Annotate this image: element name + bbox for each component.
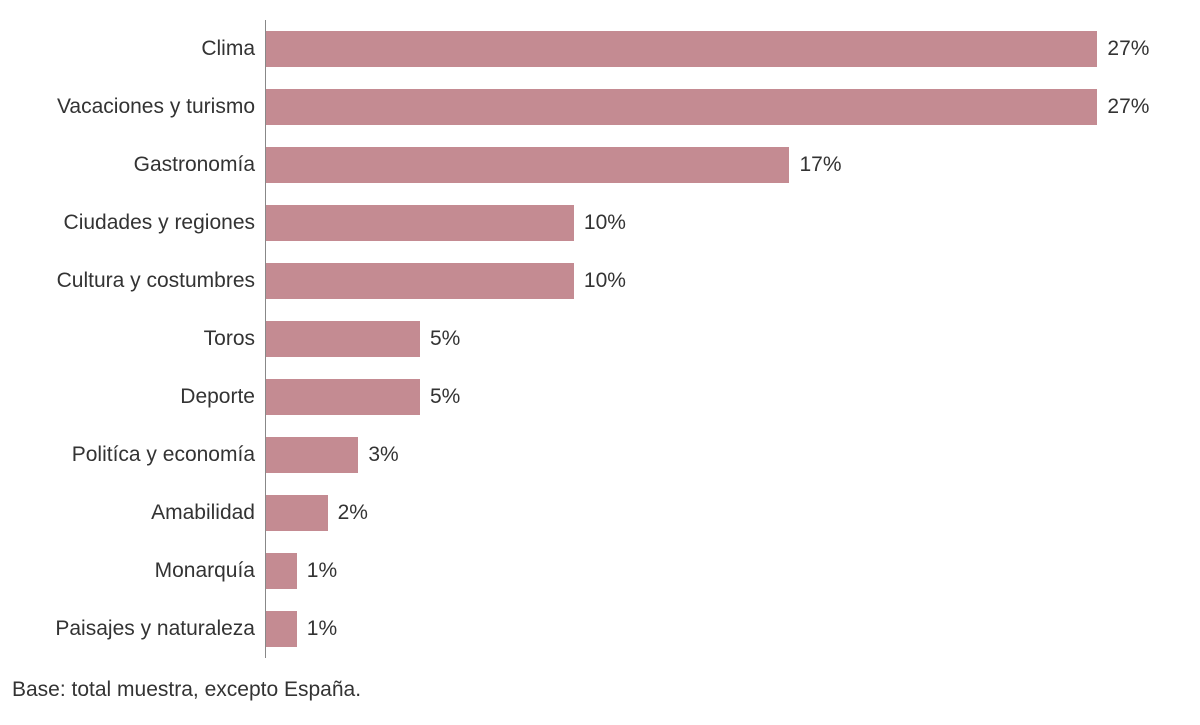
chart-container: Clima 27% Vacaciones y turismo 27% Gastr…: [0, 0, 1200, 725]
bar-cell: 10%: [265, 194, 1160, 252]
category-label: Politíca y economía: [0, 443, 265, 467]
bar-row: Ciudades y regiones 10%: [0, 194, 1160, 252]
value-label: 1%: [307, 617, 337, 641]
category-label: Toros: [0, 327, 265, 351]
bar: [266, 321, 420, 357]
bar-cell: 10%: [265, 252, 1160, 310]
bar: [266, 611, 297, 647]
category-label: Deporte: [0, 385, 265, 409]
bar: [266, 263, 574, 299]
category-label: Ciudades y regiones: [0, 211, 265, 235]
bar-cell: 27%: [265, 20, 1160, 78]
bar-cell: 5%: [265, 310, 1160, 368]
bar-row: Gastronomía 17%: [0, 136, 1160, 194]
chart-footnote: Base: total muestra, excepto España.: [12, 678, 1160, 702]
value-label: 1%: [307, 559, 337, 583]
category-label: Monarquía: [0, 559, 265, 583]
value-label: 27%: [1107, 37, 1149, 61]
category-label: Gastronomía: [0, 153, 265, 177]
bar-row: Amabilidad 2%: [0, 484, 1160, 542]
category-label: Paisajes y naturaleza: [0, 617, 265, 641]
bar-row: Deporte 5%: [0, 368, 1160, 426]
bar-row: Toros 5%: [0, 310, 1160, 368]
value-label: 5%: [430, 327, 460, 351]
category-label: Cultura y costumbres: [0, 269, 265, 293]
bar-row: Clima 27%: [0, 20, 1160, 78]
bar-row: Paisajes y naturaleza 1%: [0, 600, 1160, 658]
value-label: 27%: [1107, 95, 1149, 119]
bar: [266, 89, 1097, 125]
plot-area: Clima 27% Vacaciones y turismo 27% Gastr…: [0, 20, 1160, 660]
value-label: 2%: [338, 501, 368, 525]
value-label: 3%: [368, 443, 398, 467]
bar: [266, 205, 574, 241]
bar-cell: 1%: [265, 600, 1160, 658]
value-label: 10%: [584, 269, 626, 293]
bar-cell: 17%: [265, 136, 1160, 194]
bar: [266, 379, 420, 415]
value-label: 5%: [430, 385, 460, 409]
bar-cell: 5%: [265, 368, 1160, 426]
category-label: Vacaciones y turismo: [0, 95, 265, 119]
bar: [266, 437, 358, 473]
value-label: 17%: [799, 153, 841, 177]
bar: [266, 147, 789, 183]
bar: [266, 495, 328, 531]
bar-cell: 1%: [265, 542, 1160, 600]
bar: [266, 553, 297, 589]
bar-cell: 3%: [265, 426, 1160, 484]
category-label: Clima: [0, 37, 265, 61]
category-label: Amabilidad: [0, 501, 265, 525]
bar: [266, 31, 1097, 67]
bar-cell: 27%: [265, 78, 1160, 136]
bar-cell: 2%: [265, 484, 1160, 542]
bar-row: Cultura y costumbres 10%: [0, 252, 1160, 310]
bar-row: Vacaciones y turismo 27%: [0, 78, 1160, 136]
bar-row: Politíca y economía 3%: [0, 426, 1160, 484]
bar-row: Monarquía 1%: [0, 542, 1160, 600]
value-label: 10%: [584, 211, 626, 235]
